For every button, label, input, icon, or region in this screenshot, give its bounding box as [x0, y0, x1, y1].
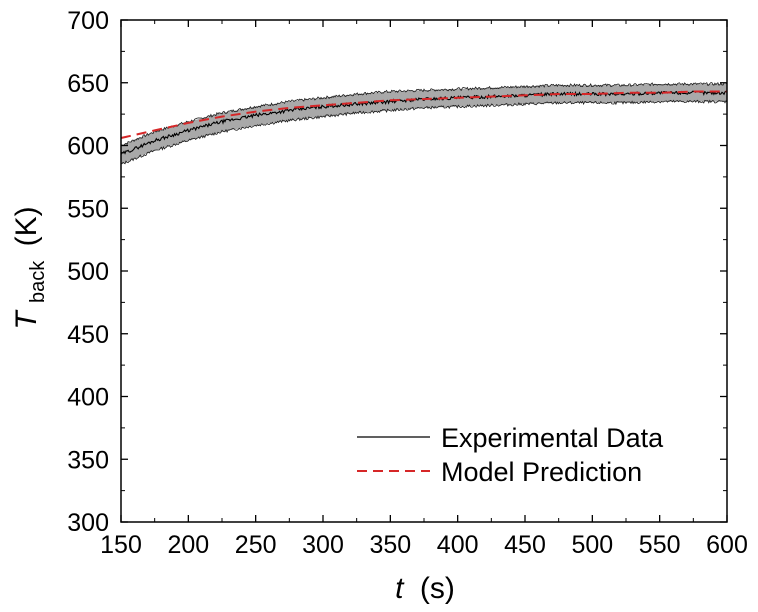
- x-tick-label: 150: [100, 531, 142, 559]
- legend: Experimental Data Model Prediction: [357, 423, 664, 487]
- x-tick-label: 250: [235, 531, 277, 559]
- experimental-band-upper-edge: [120, 82, 728, 147]
- y-tick-label: 350: [67, 446, 109, 474]
- y-axis-unit: (K): [10, 206, 43, 246]
- model-prediction-line: [120, 90, 727, 139]
- y-tick-label: 650: [67, 70, 109, 98]
- legend-label-experimental: Experimental Data: [441, 423, 664, 453]
- x-tick-label: 600: [706, 531, 748, 559]
- experimental-data-line: [120, 90, 728, 155]
- x-axis-symbol: t: [395, 572, 405, 605]
- x-axis-unit: (s): [420, 572, 455, 605]
- experimental-band-lower-edge: [121, 99, 728, 165]
- x-tick-label: 400: [437, 531, 479, 559]
- legend-label-model: Model Prediction: [441, 457, 642, 487]
- x-tick-label: 500: [571, 531, 613, 559]
- y-tick-label: 700: [67, 7, 109, 35]
- y-tick-label: 550: [67, 195, 109, 223]
- x-tick-label: 550: [639, 531, 681, 559]
- y-tick-label: 400: [67, 384, 109, 412]
- y-axis-title: T back (K): [10, 206, 51, 329]
- y-tick-label: 300: [67, 509, 109, 537]
- plot-area: [120, 82, 728, 165]
- x-tick-label: 200: [167, 531, 209, 559]
- y-tick-label: 600: [67, 133, 109, 161]
- y-axis-subscript: back: [27, 260, 49, 303]
- x-tick-label: 450: [504, 531, 546, 559]
- y-tick-label: 500: [67, 258, 109, 286]
- x-tick-label: 350: [369, 531, 411, 559]
- x-axis-title: t (s): [395, 572, 455, 605]
- axes: 150 200 250 300 350 400 450 500 550 600 300 350 400 4…: [67, 7, 748, 559]
- x-tick-label: 300: [302, 531, 344, 559]
- y-axis-symbol: T: [10, 309, 43, 330]
- y-tick-label: 450: [67, 321, 109, 349]
